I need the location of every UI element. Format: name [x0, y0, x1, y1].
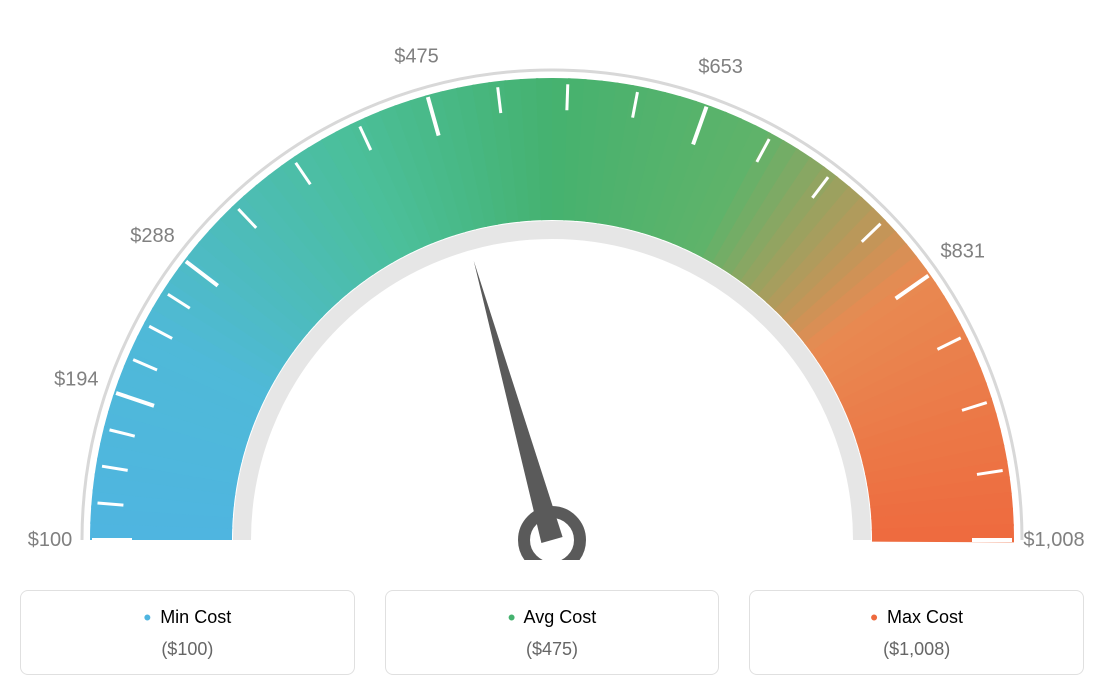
legend-row: • Min Cost ($100) • Avg Cost ($475) • Ma…: [0, 590, 1104, 675]
gauge-tick-label: $288: [130, 225, 175, 247]
legend-max-title: • Max Cost: [760, 605, 1073, 631]
legend-card-min: • Min Cost ($100): [20, 590, 355, 675]
gauge-tick-label: $194: [54, 369, 99, 391]
gauge-chart: $100 $194 $288 $475 $653 $831 $1,008: [0, 0, 1104, 560]
legend-min-label: Min Cost: [160, 607, 231, 627]
legend-max-label: Max Cost: [887, 607, 963, 627]
legend-card-avg: • Avg Cost ($475): [385, 590, 720, 675]
gauge-tick-label: $100: [28, 529, 73, 551]
legend-avg-value: ($475): [396, 639, 709, 660]
legend-avg-title: • Avg Cost: [396, 605, 709, 631]
gauge-tick-label: $653: [698, 56, 743, 78]
gauge-tick-label: $475: [394, 46, 439, 68]
legend-card-max: • Max Cost ($1,008): [749, 590, 1084, 675]
gauge-tick-label: $1,008: [1023, 529, 1084, 551]
legend-min-title: • Min Cost: [31, 605, 344, 631]
dot-icon: •: [508, 605, 516, 630]
dot-icon: •: [870, 605, 878, 630]
gauge-tick-label: $831: [941, 240, 986, 262]
dot-icon: •: [143, 605, 151, 630]
legend-min-value: ($100): [31, 639, 344, 660]
legend-max-value: ($1,008): [760, 639, 1073, 660]
gauge-svg: $100 $194 $288 $475 $653 $831 $1,008: [0, 0, 1104, 560]
legend-avg-label: Avg Cost: [524, 607, 597, 627]
